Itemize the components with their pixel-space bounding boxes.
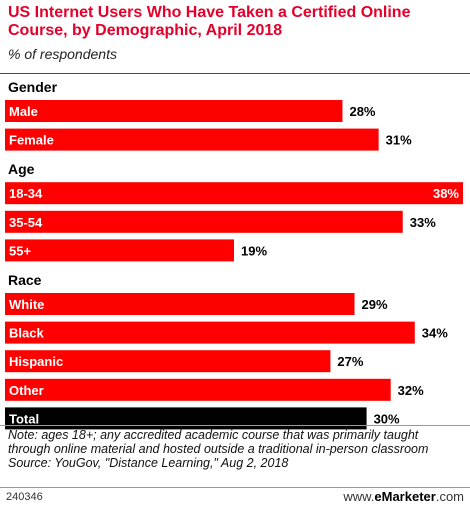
bar-55 bbox=[5, 239, 234, 262]
value-label-male: 28% bbox=[349, 104, 375, 119]
group-label-gender: Gender bbox=[8, 79, 58, 95]
bar-label-female: Female bbox=[9, 133, 54, 148]
value-label-other: 32% bbox=[398, 383, 424, 398]
bar-label-other: Other bbox=[9, 383, 44, 398]
top-divider bbox=[0, 73, 470, 74]
brand-name: eMarketer bbox=[374, 489, 436, 504]
chart-id: 240346 bbox=[6, 491, 43, 503]
bar-male bbox=[5, 100, 343, 122]
bar-label-black: Black bbox=[9, 326, 44, 341]
note-divider bbox=[0, 425, 470, 426]
group-label-race: Race bbox=[8, 272, 42, 288]
bar-label-white: White bbox=[9, 297, 44, 312]
bar-label-55: 55+ bbox=[9, 243, 31, 258]
bar-18-34 bbox=[5, 182, 463, 205]
bar-label-total: Total bbox=[9, 411, 39, 426]
source-text: Source: YouGov, "Distance Learning," Aug… bbox=[8, 456, 289, 470]
value-label-female: 31% bbox=[386, 133, 412, 148]
brand-prefix: www. bbox=[343, 489, 375, 504]
value-label-hispanic: 27% bbox=[337, 354, 363, 369]
bar-white bbox=[5, 293, 355, 315]
brand-suffix: .com bbox=[435, 489, 464, 504]
group-label-age: Age bbox=[8, 161, 35, 177]
value-label-total: 30% bbox=[374, 411, 400, 426]
bar-female bbox=[5, 128, 379, 151]
chart-note: Note: ages 18+; any accredited academic … bbox=[8, 428, 464, 470]
bar-label-35-54: 35-54 bbox=[9, 215, 43, 230]
bar-label-18-34: 18-34 bbox=[9, 186, 43, 201]
footer-divider bbox=[0, 487, 470, 488]
bar-label-hispanic: Hispanic bbox=[9, 354, 63, 369]
chart-subtitle: % of respondents bbox=[8, 46, 117, 62]
value-label-35-54: 33% bbox=[410, 215, 436, 230]
value-label-white: 29% bbox=[362, 297, 388, 312]
bar-other bbox=[5, 378, 391, 401]
brand-logo: www.eMarketer.com bbox=[343, 489, 464, 504]
bar-label-male: Male bbox=[9, 104, 38, 119]
value-label-18-34: 38% bbox=[433, 186, 459, 201]
value-label-black: 34% bbox=[422, 326, 448, 341]
bar-hispanic bbox=[5, 350, 331, 373]
bar-black bbox=[5, 321, 415, 344]
bar-total bbox=[5, 407, 367, 430]
value-label-55: 19% bbox=[241, 243, 267, 258]
bar-35-54 bbox=[5, 210, 403, 233]
note-text: Note: ages 18+; any accredited academic … bbox=[8, 428, 429, 456]
chart-title: US Internet Users Who Have Taken a Certi… bbox=[8, 4, 411, 39]
